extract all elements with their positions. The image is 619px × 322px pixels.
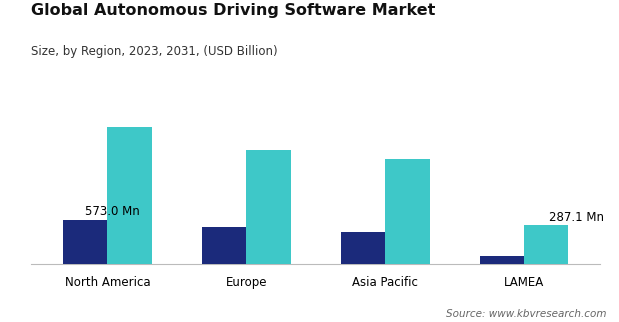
Bar — [480, 256, 524, 264]
Text: Source: www.kbvresearch.com: Source: www.kbvresearch.com — [446, 309, 607, 319]
Bar — [107, 127, 152, 264]
Bar — [385, 159, 430, 264]
Text: Global Autonomous Driving Software Market: Global Autonomous Driving Software Marke… — [31, 3, 435, 18]
Text: 287.1 Mn: 287.1 Mn — [549, 211, 604, 224]
Bar — [63, 221, 107, 264]
Bar — [524, 225, 568, 264]
Text: Size, by Region, 2023, 2031, (USD Billion): Size, by Region, 2023, 2031, (USD Billio… — [31, 45, 277, 58]
Text: 573.0 Mn: 573.0 Mn — [85, 205, 140, 218]
Bar — [246, 150, 291, 264]
Legend: 2023, 2031: 2023, 2031 — [232, 317, 400, 322]
Bar — [202, 227, 246, 264]
Bar — [340, 232, 385, 264]
